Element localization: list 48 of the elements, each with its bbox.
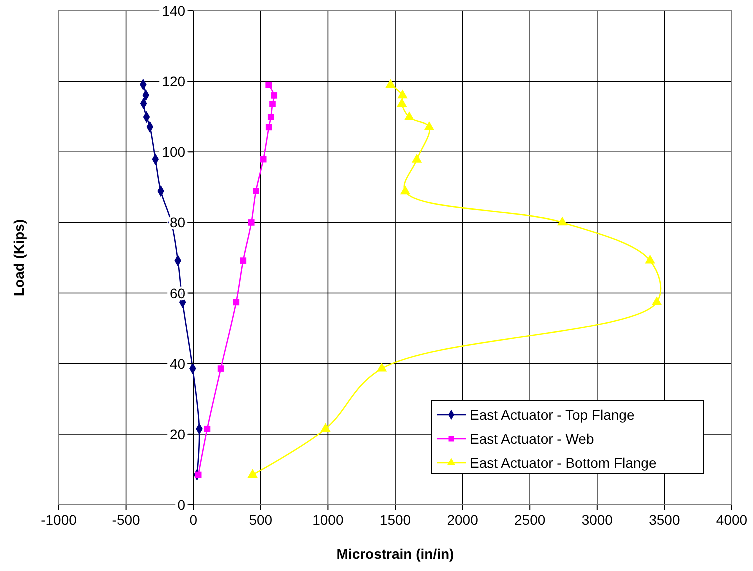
x-axis-title: Microstrain (in/in) <box>336 546 454 562</box>
point <box>195 472 202 478</box>
y-tick-label: 100 <box>162 144 186 160</box>
x-tick-label: 4000 <box>716 512 748 528</box>
y-tick-label: 140 <box>162 3 186 19</box>
point <box>218 366 224 372</box>
point <box>248 469 258 478</box>
legend-label: East Actuator - Web <box>470 431 594 447</box>
legend-label: East Actuator - Top Flange <box>470 407 635 423</box>
point <box>412 154 422 163</box>
point <box>248 220 255 226</box>
y-axis-title: Load (Kips) <box>11 220 27 296</box>
x-tick-label: -1000 <box>41 512 78 528</box>
x-tick-label: 3500 <box>649 512 680 528</box>
x-tick-label: 0 <box>190 512 198 528</box>
x-tick-label: -500 <box>112 512 141 528</box>
y-tick-label: 120 <box>162 74 186 90</box>
point <box>253 188 260 194</box>
point <box>645 254 656 264</box>
x-tick-label: 3000 <box>582 512 614 528</box>
point <box>398 90 408 99</box>
point <box>260 156 267 163</box>
point <box>204 426 211 432</box>
point <box>424 122 435 130</box>
point <box>652 296 662 306</box>
point <box>240 258 247 264</box>
point <box>266 82 272 88</box>
x-tick-label: 1500 <box>380 512 412 528</box>
point <box>233 299 240 306</box>
x-tick-label: 500 <box>249 512 273 528</box>
point <box>557 216 568 226</box>
y-tick-label: 20 <box>170 426 186 442</box>
point <box>397 98 408 108</box>
y-tick-label: 40 <box>170 356 186 372</box>
legend-label: East Actuator - Bottom Flange <box>470 455 657 471</box>
point <box>376 362 388 372</box>
point <box>266 124 272 131</box>
point <box>404 112 415 121</box>
point <box>386 79 396 88</box>
point <box>320 423 331 432</box>
x-tick-label: 2500 <box>514 512 546 528</box>
x-tick-label: 2000 <box>447 512 479 528</box>
x-tick-label: 1000 <box>312 512 344 528</box>
point <box>268 114 274 120</box>
point <box>400 186 411 195</box>
point <box>271 92 278 99</box>
point <box>270 100 276 108</box>
y-tick-label: 0 <box>178 497 186 513</box>
